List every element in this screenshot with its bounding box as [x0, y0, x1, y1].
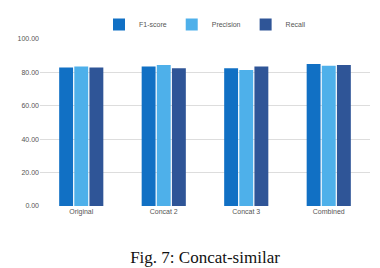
svg-text:Recall: Recall	[286, 21, 306, 28]
svg-text:40.00: 40.00	[21, 136, 39, 143]
svg-text:80.00: 80.00	[21, 69, 39, 76]
svg-text:60.00: 60.00	[21, 102, 39, 109]
svg-text:0.00: 0.00	[25, 202, 39, 209]
svg-text:F1-score: F1-score	[139, 21, 167, 28]
svg-text:100.00: 100.00	[18, 35, 40, 42]
svg-text:Precision: Precision	[212, 21, 241, 28]
svg-text:20.00: 20.00	[21, 169, 39, 176]
svg-text:Original: Original	[69, 208, 94, 216]
svg-text:Fig. 7: Concat-similar: Fig. 7: Concat-similar	[130, 248, 280, 267]
svg-text:Concat 3: Concat 3	[232, 208, 260, 215]
svg-text:Combined: Combined	[313, 208, 345, 215]
svg-text:Concat 2: Concat 2	[150, 208, 178, 215]
